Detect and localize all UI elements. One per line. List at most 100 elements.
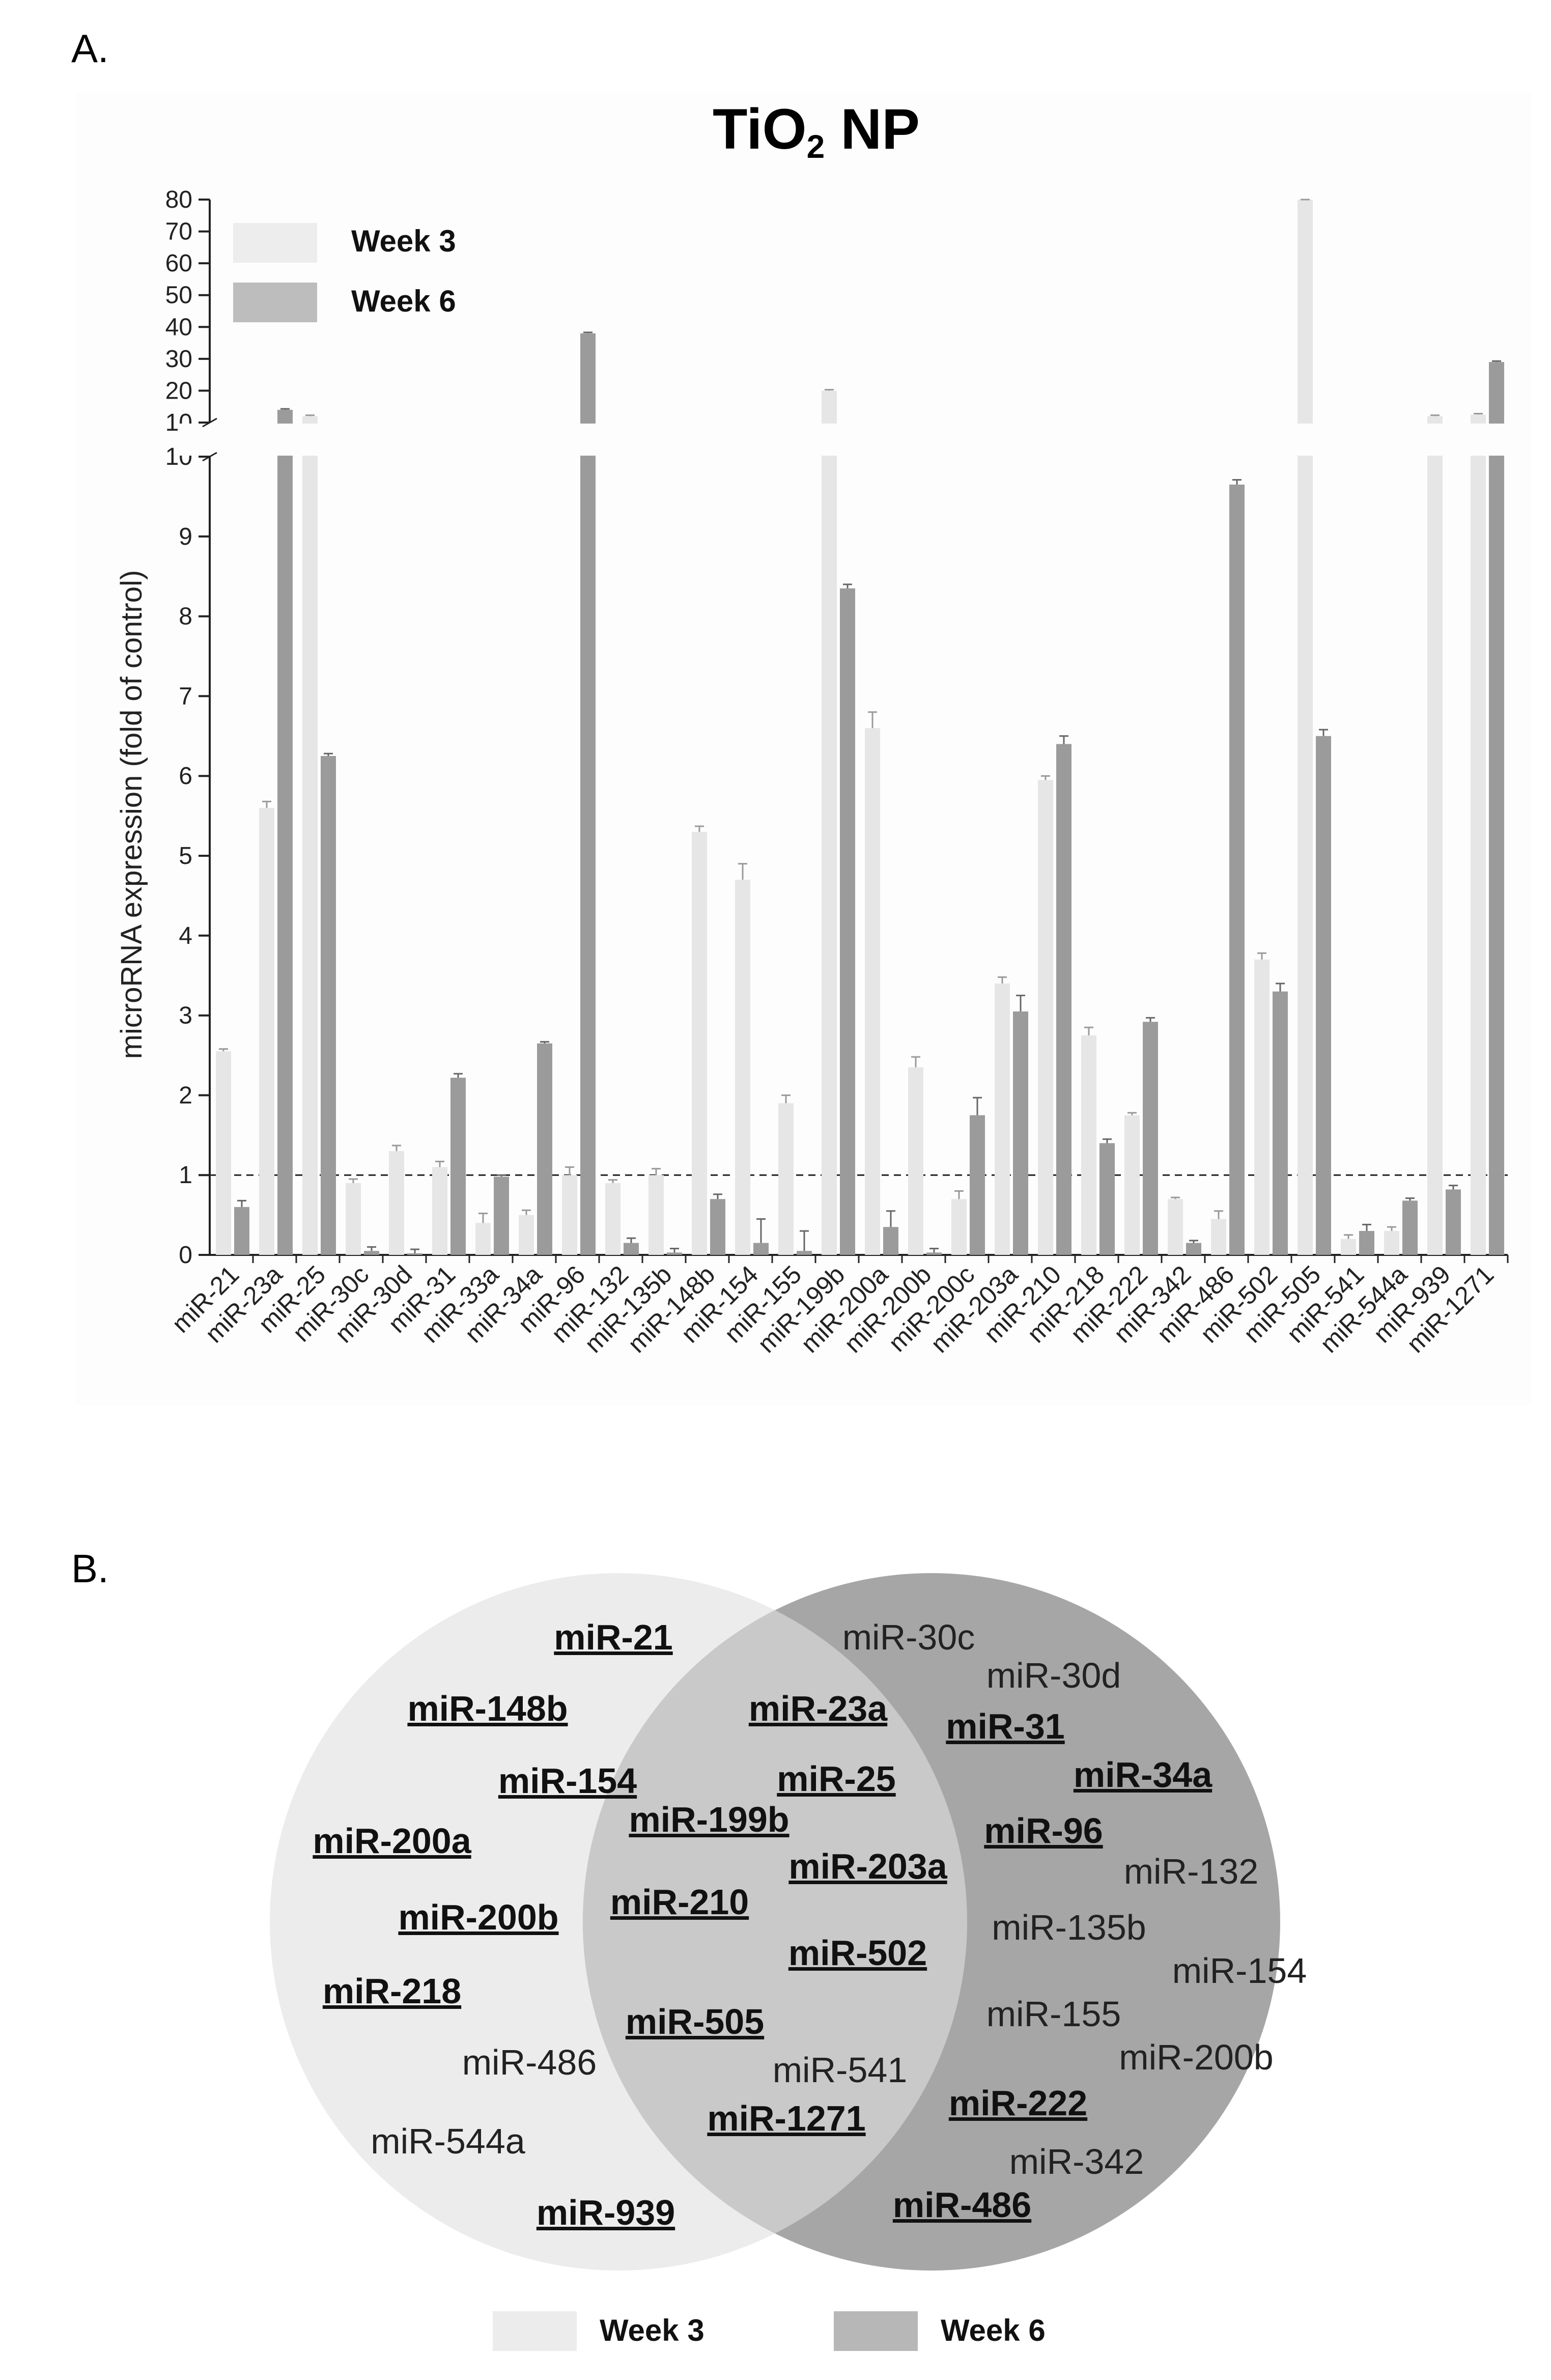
bar-week3 <box>1124 1115 1140 1255</box>
bar-week3 <box>822 390 837 1255</box>
legend-swatch-week3 <box>233 223 317 263</box>
venn-label-both: miR-1271 <box>707 2098 865 2138</box>
panel-b-label: B. <box>71 1546 109 1591</box>
bar-week6 <box>1143 1022 1158 1255</box>
bar-week6 <box>883 1227 898 1255</box>
axis-break-mark <box>202 452 217 462</box>
axis-break-gap <box>179 424 1513 456</box>
bar-week3 <box>1384 1230 1399 1255</box>
bar-week3 <box>1081 1035 1096 1255</box>
bar-week3 <box>519 1215 534 1255</box>
venn-label-both: miR-502 <box>788 1933 927 1973</box>
bar-week3 <box>562 1175 577 1255</box>
bar-week3 <box>1254 959 1270 1255</box>
bar-week6 <box>970 1115 985 1255</box>
bar-week3 <box>1211 1219 1226 1255</box>
venn-label-both: miR-199b <box>629 1800 789 1839</box>
bar-week3 <box>346 1183 361 1255</box>
bar-week6 <box>1489 362 1504 1255</box>
bar-week6 <box>407 1253 422 1255</box>
y-tick-label: 9 <box>179 523 192 550</box>
bar-week6 <box>667 1252 682 1255</box>
bar-week6 <box>624 1243 639 1255</box>
chart-background <box>75 92 1531 1405</box>
venn-label-week6-only: miR-154 <box>1172 1951 1307 1991</box>
y-tick-label: 30 <box>165 346 192 373</box>
venn-label-week3-only: miR-21 <box>554 1617 672 1657</box>
bar-week3 <box>735 880 750 1255</box>
bar-week3 <box>605 1183 621 1255</box>
bar-week6 <box>1402 1200 1418 1255</box>
bar-week6 <box>1013 1011 1028 1255</box>
venn-label-week6-only: miR-34a <box>1074 1755 1212 1795</box>
bar-week6 <box>364 1251 379 1255</box>
venn-label-both: miR-541 <box>773 2050 908 2090</box>
bar-week3 <box>302 416 318 1255</box>
bar-week3 <box>1168 1199 1183 1255</box>
bar-week6 <box>1099 1143 1115 1255</box>
bar-week3 <box>648 1175 664 1255</box>
bar-week6 <box>1056 744 1071 1255</box>
bar-week3 <box>1471 414 1486 1255</box>
bar-week6 <box>1446 1189 1461 1255</box>
venn-label-week6-only: miR-486 <box>893 2185 1031 2225</box>
bar-week3 <box>908 1067 923 1255</box>
venn-label-week6-only: miR-135b <box>992 1908 1146 1947</box>
bar-week6 <box>1229 484 1245 1255</box>
y-tick-label: 7 <box>179 683 192 710</box>
venn-label-week6-only: miR-132 <box>1124 1852 1259 1891</box>
y-tick-label: 8 <box>179 603 192 630</box>
bar-week6 <box>1186 1243 1201 1255</box>
venn-legend-label-week3: Week 3 <box>600 2313 704 2347</box>
bar-week6 <box>277 409 293 1255</box>
bar-week6 <box>1316 736 1331 1255</box>
bar-week6 <box>321 756 336 1255</box>
legend-swatch-week6 <box>233 283 317 322</box>
venn-label-week6-only: miR-30d <box>986 1656 1121 1695</box>
bar-week6 <box>1359 1230 1374 1255</box>
bar-week3 <box>259 807 274 1255</box>
venn-label-week3-only: miR-148b <box>407 1689 568 1728</box>
y-tick-label: 3 <box>179 1002 192 1029</box>
venn-label-week6-only: miR-31 <box>946 1706 1064 1746</box>
bar-week3 <box>1038 780 1053 1255</box>
venn-label-week3-only: miR-154 <box>498 1761 637 1801</box>
bar-week3 <box>1341 1239 1356 1255</box>
bar-week6 <box>494 1177 509 1255</box>
venn-label-week6-only: miR-342 <box>1009 2142 1144 2181</box>
y-tick-label: 40 <box>165 314 192 341</box>
venn-label-week6-only: miR-155 <box>986 1994 1121 2034</box>
venn-label-both: miR-203a <box>788 1846 947 1886</box>
y-tick-label: 20 <box>165 377 192 404</box>
venn-label-week6-only: miR-200b <box>1119 2037 1273 2077</box>
y-tick-label: 50 <box>165 282 192 309</box>
bar-week3 <box>1298 200 1313 1255</box>
venn-label-week6-only: miR-222 <box>949 2083 1087 2123</box>
bar-week3 <box>475 1223 491 1255</box>
venn-label-week6-only: miR-96 <box>984 1811 1103 1851</box>
venn-label-week6-only: miR-30c <box>842 1617 975 1657</box>
venn-label-week3-only: miR-939 <box>537 2193 675 2232</box>
venn-label-week3-only: miR-200a <box>313 1821 471 1861</box>
venn-label-both: miR-25 <box>777 1759 895 1799</box>
bar-week6 <box>1273 991 1288 1255</box>
bar-week6 <box>537 1043 552 1255</box>
y-tick-label: 0 <box>179 1242 192 1269</box>
y-tick-label: 80 <box>165 186 192 213</box>
venn-legend-swatch-week3 <box>493 2311 577 2351</box>
y-tick-label: 6 <box>179 763 192 790</box>
y-tick-label: 1 <box>179 1162 192 1189</box>
bar-week6 <box>840 588 855 1255</box>
venn-legend-label-week6: Week 6 <box>941 2313 1046 2347</box>
bar-week3 <box>778 1103 794 1255</box>
venn-label-week3-only: miR-544a <box>371 2121 525 2161</box>
y-tick-label: 2 <box>179 1082 192 1109</box>
venn-legend-swatch-week6 <box>834 2311 918 2351</box>
y-axis-label: microRNA expression (fold of control) <box>115 570 148 1059</box>
bar-week3 <box>432 1167 447 1255</box>
venn-label-week3-only: miR-218 <box>323 1971 461 2011</box>
axis-break-mark <box>202 417 217 428</box>
bar-week6 <box>710 1199 725 1255</box>
y-tick-label: 60 <box>165 250 192 277</box>
